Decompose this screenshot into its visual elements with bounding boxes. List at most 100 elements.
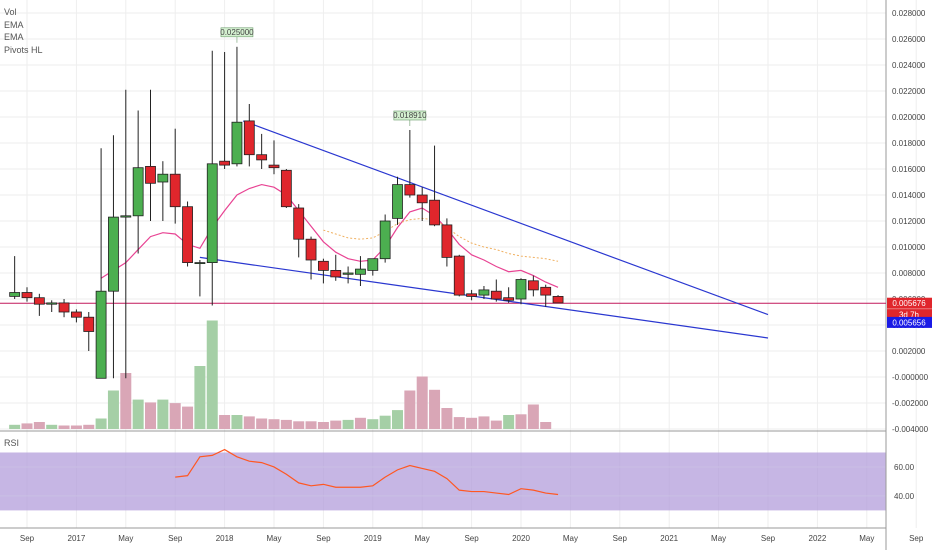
x-tick-label: 2019 [364,534,382,543]
volume-bar [429,389,441,429]
x-tick-label: Sep [761,534,776,543]
x-tick-label: Sep [316,534,331,543]
volume-bar [441,408,453,429]
candle-body [182,206,193,263]
pivot-label: 0.018910 [393,111,427,120]
x-tick-label: May [859,534,874,543]
price-tag-bg [887,297,932,309]
candle-body [404,184,416,196]
volume-bar [107,390,119,429]
candle-body [231,121,243,165]
candle-body [9,292,21,297]
x-tick-label: 2022 [809,534,827,543]
candle-body [379,220,391,260]
y-tick-label: 0.010000 [892,243,926,252]
x-tick-label: Sep [168,534,183,543]
candle-body [293,207,305,240]
volume-bar [305,421,317,429]
volume-bar [182,406,194,429]
volume-bar [367,419,379,429]
x-tick-label: Sep [613,534,628,543]
rsi-tick-label: 60.00 [894,463,915,472]
volume-bar [83,424,95,429]
candle-body [330,269,342,278]
candle-body [219,160,231,166]
candle-body [527,280,539,291]
candle-body [95,290,107,379]
volume-bar [404,390,416,429]
candle-body [206,163,218,264]
candle-body [478,289,490,296]
x-tick-label: 2018 [216,534,234,543]
y-tick-label: 0.028000 [892,9,926,18]
candle-body [355,268,366,275]
legend-item-ema-2[interactable]: EMA [4,32,24,42]
candle-body [194,262,206,265]
price-tag-label: 0.005676 [892,299,926,308]
y-tick-label: 0.020000 [892,113,926,122]
volume-bar [416,376,428,429]
candle-body [268,164,280,169]
volume-bar [145,402,156,429]
rsi-line [175,448,559,496]
volume-bar [342,419,354,429]
volume-bar [478,416,490,429]
candle-body [280,169,292,208]
y-tick-label: -0.000000 [892,373,929,382]
candle-body [453,255,465,296]
candle-body [416,194,428,204]
legend-item-pivots[interactable]: Pivots HL [4,44,43,55]
candle-body [466,293,478,297]
volume-bar [392,410,403,429]
volume-bar [354,417,366,429]
y-tick-label: 0.018000 [892,139,926,148]
candle-body [157,173,169,183]
y-tick-label: 0.002000 [892,347,926,356]
volume-bar [132,399,144,429]
x-tick-label: 2021 [660,534,678,543]
volume-bar [21,423,33,429]
candle-body [342,272,354,275]
trendline [242,120,769,316]
x-tick-label: 2017 [68,534,86,543]
candle-body [169,173,181,208]
x-tick-label: May [563,534,578,543]
volume-bar [379,415,391,429]
volume-bar [540,422,552,429]
legend-item-ema-1[interactable]: EMA [4,19,24,30]
candle-body [552,295,564,304]
volume-bar [70,425,82,429]
y-tick-label: 0.022000 [892,87,926,96]
volume-bar [219,415,231,429]
volume-bar [527,404,539,429]
candle-body [83,316,95,332]
y-tick-label: 0.012000 [892,217,926,226]
volume-bar [243,416,255,429]
y-tick-label: 0.016000 [892,165,926,174]
volume-bar [46,424,58,429]
candle-body [515,279,527,300]
volume-bar [120,373,132,429]
x-tick-label: Sep [909,534,924,543]
rsi-band [0,452,886,511]
candle-body [33,297,45,305]
volume-bar [330,420,342,429]
volume-bar [58,425,70,429]
candle-body [58,302,70,313]
candle-body [256,154,268,161]
volume-bar [293,421,305,429]
volume-bar [268,419,280,429]
candle-body [392,184,403,219]
y-tick-label: 0.014000 [892,191,926,200]
legend-item-vol[interactable]: Vol [4,7,17,17]
candle-body [317,260,329,271]
x-tick-label: Sep [464,534,479,543]
ema-line-dashed [323,217,559,262]
candle-body [71,311,82,318]
rsi-label[interactable]: RSI [4,438,20,448]
y-tick-label: 0.024000 [892,61,926,70]
volume-bar [194,366,206,429]
volume-bar [9,424,21,429]
x-tick-label: 2020 [512,534,530,543]
